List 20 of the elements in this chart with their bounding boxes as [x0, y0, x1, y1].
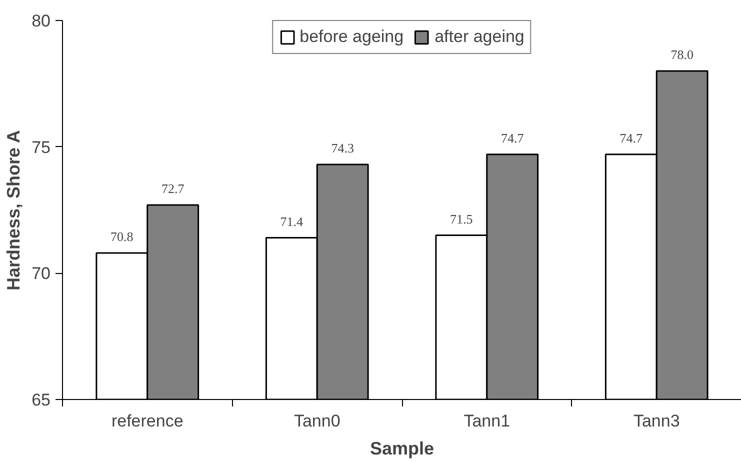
y-tick-label: 80: [32, 12, 51, 30]
data-label: 78.0: [670, 47, 694, 62]
data-label: 70.8: [110, 228, 134, 244]
data-label: 72.7: [161, 180, 185, 196]
y-tick-label: 75: [32, 138, 51, 157]
y-tick-label: 70: [32, 264, 51, 284]
x-tick-label: reference: [111, 412, 184, 430]
y-axis-title: Hardness, Shore A: [4, 130, 24, 291]
data-label: 71.4: [280, 214, 304, 229]
x-tick-label: Tann0: [294, 412, 340, 430]
legend-label: after ageing: [434, 27, 524, 47]
data-label: 71.5: [450, 211, 473, 226]
x-tick-label: Tann1: [464, 412, 510, 430]
data-label: 74.7: [500, 130, 524, 146]
x-tick-label: Tann3: [633, 412, 680, 430]
y-tick-label: 65: [32, 390, 51, 410]
data-label: 74.7: [620, 130, 644, 146]
data-label: 74.3: [331, 140, 354, 156]
legend-label: before ageing: [300, 27, 404, 47]
x-axis-title: Sample: [370, 438, 434, 458]
